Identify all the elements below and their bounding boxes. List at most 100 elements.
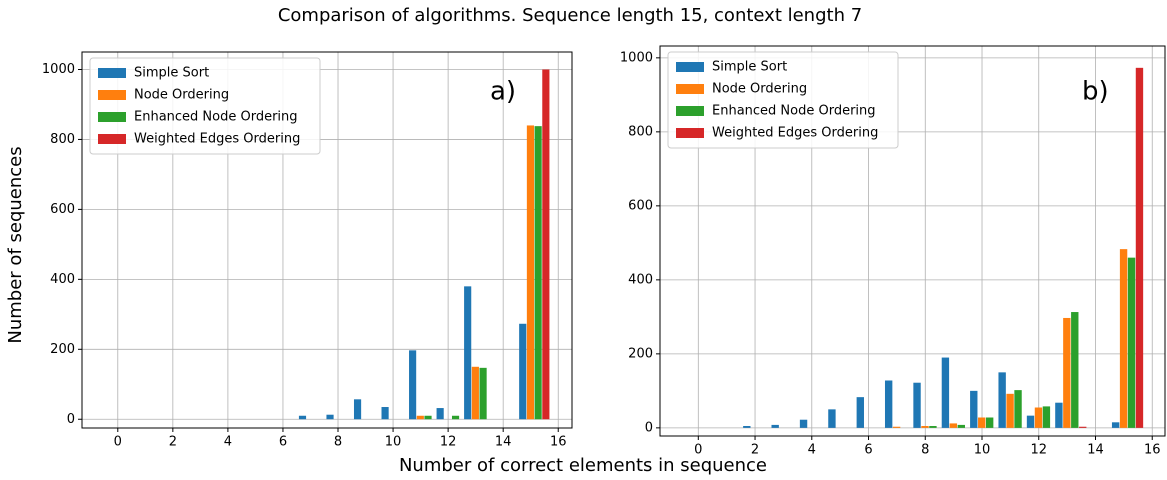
subplot: 0 200 400 600 800 1000 0 2 4 6 8 10 12 14 16 b) Simple S… xyxy=(620,45,1166,458)
x-tick-label: 2 xyxy=(751,443,759,458)
x-tick-label: 8 xyxy=(334,435,342,450)
y-tick-label: 200 xyxy=(628,346,653,361)
bar xyxy=(1063,317,1071,428)
y-tick-label: 600 xyxy=(628,198,653,213)
bar xyxy=(409,350,417,420)
bar xyxy=(978,417,986,428)
legend-label: Enhanced Node Ordering xyxy=(712,104,876,119)
x-tick-label: 10 xyxy=(974,443,991,458)
bar xyxy=(1042,406,1051,428)
bar xyxy=(542,69,550,420)
y-tick-label: 0 xyxy=(67,412,75,427)
legend-swatch xyxy=(676,84,704,94)
bar xyxy=(1014,390,1022,428)
x-tick-label: 12 xyxy=(1030,443,1047,458)
x-tick-label: 8 xyxy=(921,443,929,458)
bar xyxy=(998,372,1006,428)
bar xyxy=(424,415,432,420)
legend-box xyxy=(667,51,899,149)
x-tick-label: 16 xyxy=(1144,443,1161,458)
legend-label: Simple Sort xyxy=(134,66,209,81)
legend-label: Weighted Edges Ordering xyxy=(712,126,878,141)
bar xyxy=(985,417,994,428)
annotation: b) xyxy=(1082,77,1109,107)
legend-label: Node Ordering xyxy=(712,82,807,97)
bar xyxy=(1071,312,1079,428)
x-tick-label: 4 xyxy=(808,443,816,458)
bar xyxy=(416,415,424,420)
bar xyxy=(381,407,389,420)
y-tick-label: 0 xyxy=(645,420,653,435)
x-tick-label: 0 xyxy=(114,435,122,450)
bar xyxy=(1079,426,1087,428)
bar xyxy=(1111,422,1120,428)
bar xyxy=(957,424,965,428)
bar xyxy=(856,397,864,428)
bar xyxy=(929,426,937,428)
bar xyxy=(913,382,921,428)
legend-swatch xyxy=(98,134,126,144)
bar xyxy=(471,366,479,420)
bar xyxy=(534,126,542,420)
bar xyxy=(828,409,836,428)
legend-label: Node Ordering xyxy=(134,88,229,103)
bar xyxy=(949,423,958,428)
legend-label: Weighted Edges Ordering xyxy=(134,132,300,147)
bar xyxy=(884,380,893,428)
x-tick-label: 12 xyxy=(440,435,457,450)
plot-frame xyxy=(659,45,1166,437)
x-tick-label: 2 xyxy=(169,435,177,450)
bar xyxy=(1006,393,1014,428)
y-axis-label: Number of sequences xyxy=(5,146,26,343)
legend-box xyxy=(89,57,321,155)
bar xyxy=(519,323,527,420)
legend-label: Enhanced Node Ordering xyxy=(134,110,298,125)
legend-swatch xyxy=(98,112,126,122)
y-tick-label: 400 xyxy=(50,272,75,287)
bar xyxy=(799,419,808,428)
bar xyxy=(892,426,901,428)
legend-label: Simple Sort xyxy=(712,60,787,75)
bar xyxy=(970,390,978,428)
x-tick-label: 14 xyxy=(495,435,512,450)
bar xyxy=(1055,402,1063,428)
bar xyxy=(326,414,334,420)
y-tick-label: 1000 xyxy=(42,62,75,77)
plot-frame xyxy=(81,51,573,429)
x-tick-label: 14 xyxy=(1087,443,1104,458)
y-tick-label: 200 xyxy=(50,342,75,357)
bar xyxy=(436,408,444,420)
bar xyxy=(353,399,362,420)
legend-swatch xyxy=(676,62,704,72)
legend-swatch xyxy=(98,90,126,100)
y-tick-label: 400 xyxy=(628,272,653,287)
bar xyxy=(941,357,950,428)
annotation: a) xyxy=(490,77,516,107)
bar xyxy=(921,426,929,428)
legend-swatch xyxy=(98,68,126,78)
x-axis-label: Number of correct elements in sequence xyxy=(399,455,767,476)
bar xyxy=(464,286,472,420)
x-tick-label: 6 xyxy=(279,435,287,450)
y-tick-label: 800 xyxy=(50,132,75,147)
bar xyxy=(1127,257,1136,428)
legend-swatch xyxy=(676,106,704,116)
x-tick-label: 16 xyxy=(550,435,567,450)
bar xyxy=(298,415,307,420)
x-tick-label: 10 xyxy=(385,435,402,450)
bar xyxy=(1034,407,1043,428)
bar xyxy=(479,367,487,420)
bar xyxy=(526,125,535,420)
legend-swatch xyxy=(676,128,704,138)
figure-title: Comparison of algorithms. Sequence lengt… xyxy=(278,5,862,26)
bar xyxy=(771,424,779,428)
x-tick-label: 6 xyxy=(864,443,872,458)
y-tick-label: 1000 xyxy=(620,50,653,65)
y-tick-label: 600 xyxy=(50,202,75,217)
bar xyxy=(1135,67,1144,428)
bar xyxy=(1119,249,1128,428)
bar xyxy=(743,426,751,428)
bar xyxy=(1026,415,1035,428)
bar xyxy=(451,415,460,420)
